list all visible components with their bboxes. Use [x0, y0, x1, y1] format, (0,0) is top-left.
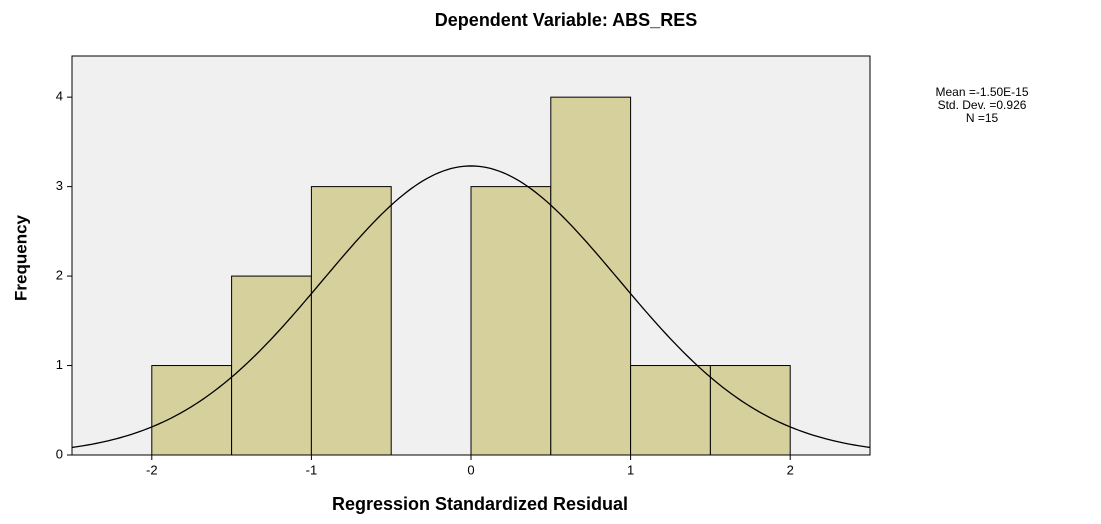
x-tick-label: 0: [467, 462, 474, 477]
y-tick-label: 0: [56, 446, 63, 461]
stats-label: Std. Dev. =0.926: [938, 98, 1027, 112]
bar: [231, 275, 312, 456]
y-axis-label: Frequency: [11, 214, 30, 301]
bar: [470, 186, 552, 456]
x-axis-label: Regression Standardized Residual: [332, 494, 628, 514]
bar: [630, 365, 711, 456]
chart-title: Dependent Variable: ABS_RES: [435, 10, 697, 30]
bar: [310, 186, 392, 456]
bar: [550, 96, 632, 456]
stats-label: Mean =-1.50E-15: [935, 85, 1028, 99]
y-tick-label: 4: [56, 89, 63, 104]
y-tick-label: 2: [56, 268, 63, 283]
x-tick-label: 1: [627, 462, 634, 477]
stats-label: N =15: [966, 111, 999, 125]
y-tick-label: 1: [56, 357, 63, 372]
x-tick-label: 2: [787, 462, 794, 477]
y-tick-label: 3: [56, 178, 63, 193]
x-tick-label: -2: [146, 462, 158, 477]
x-tick-label: -1: [306, 462, 318, 477]
normal-curve: [71, 165, 871, 449]
bar: [709, 365, 791, 456]
bar: [151, 365, 233, 456]
